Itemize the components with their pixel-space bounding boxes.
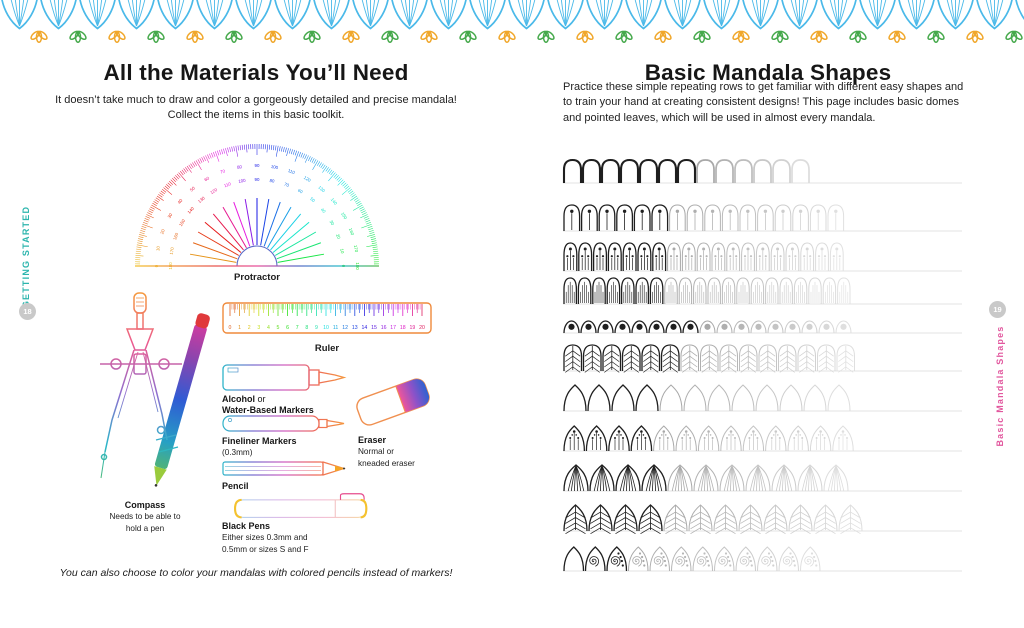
svg-text:170: 170 bbox=[353, 245, 359, 254]
svg-text:30: 30 bbox=[329, 219, 336, 226]
right-page-number: 19 bbox=[989, 301, 1006, 318]
svg-text:160: 160 bbox=[348, 227, 355, 236]
fineliner-marker-illustration bbox=[222, 415, 345, 432]
svg-text:50: 50 bbox=[309, 196, 316, 203]
pencil-label: Pencil bbox=[222, 481, 249, 491]
svg-text:18: 18 bbox=[400, 325, 406, 331]
blackpens-label: Black Pens bbox=[222, 521, 271, 531]
blackpens-note-1: Either sizes 0.3mm and bbox=[222, 533, 308, 543]
svg-text:60: 60 bbox=[203, 175, 210, 182]
svg-text:60: 60 bbox=[297, 188, 304, 195]
eraser-note-1: Normal or bbox=[358, 447, 394, 457]
svg-text:160: 160 bbox=[172, 232, 179, 241]
svg-text:9: 9 bbox=[315, 325, 318, 331]
svg-text:8: 8 bbox=[305, 325, 308, 331]
shape-practice-rows bbox=[562, 158, 962, 572]
fineliner-label: Fineliner Markers bbox=[222, 436, 297, 446]
svg-text:6: 6 bbox=[286, 325, 289, 331]
svg-text:120: 120 bbox=[209, 187, 218, 195]
svg-text:50: 50 bbox=[189, 185, 196, 192]
svg-text:10: 10 bbox=[323, 325, 329, 331]
svg-text:3: 3 bbox=[257, 325, 260, 331]
svg-text:11: 11 bbox=[333, 325, 338, 331]
eraser-illustration bbox=[356, 378, 430, 426]
svg-text:13: 13 bbox=[352, 325, 358, 331]
svg-text:100: 100 bbox=[270, 164, 279, 170]
blackpens-note-2: 0.5mm or sizes S and F bbox=[222, 544, 309, 554]
svg-text:150: 150 bbox=[340, 211, 348, 220]
svg-text:10: 10 bbox=[339, 248, 345, 254]
compass-label: Compass bbox=[124, 500, 166, 510]
svg-text:40: 40 bbox=[320, 207, 327, 214]
fineliner-note: (0.3mm) bbox=[222, 448, 253, 458]
markers-label-bold: Alcohol bbox=[222, 394, 255, 404]
alcohol-marker-illustration bbox=[222, 364, 347, 391]
svg-text:150: 150 bbox=[178, 218, 186, 227]
svg-text:70: 70 bbox=[283, 182, 290, 189]
svg-text:110: 110 bbox=[223, 181, 232, 188]
svg-text:20: 20 bbox=[335, 233, 342, 240]
svg-text:5: 5 bbox=[277, 325, 280, 331]
svg-text:30: 30 bbox=[167, 212, 174, 219]
svg-text:140: 140 bbox=[186, 206, 195, 215]
compass-note-2: hold a pen bbox=[125, 523, 165, 533]
decorative-top-border bbox=[1, 0, 1024, 43]
svg-text:20: 20 bbox=[159, 228, 166, 235]
ruler-illustration: 0 1 2 3 4 5 6 7 8 9 10 11 12 13 14 15 16 17 18 19 20 bbox=[222, 302, 432, 334]
right-intro: Practice these simple repeating rows to … bbox=[563, 81, 964, 124]
compass-note-1: Needs to be able to bbox=[109, 512, 181, 522]
left-footer-note: You can also choose to color your mandal… bbox=[59, 567, 453, 579]
markers-label-rest: or bbox=[255, 394, 266, 404]
svg-text:130: 130 bbox=[317, 185, 326, 194]
svg-text:12: 12 bbox=[342, 325, 348, 331]
left-page-title: All the Materials You’ll Need bbox=[103, 60, 409, 85]
svg-text:14: 14 bbox=[362, 325, 368, 331]
right-sidebar-tab: Basic Mandala Shapes bbox=[995, 325, 1005, 447]
svg-text:40: 40 bbox=[177, 197, 184, 204]
left-intro-line1: It doesn’t take much to draw and color a… bbox=[55, 94, 457, 106]
ruler-label: Ruler bbox=[314, 343, 340, 354]
svg-text:120: 120 bbox=[303, 175, 312, 183]
svg-text:130: 130 bbox=[197, 195, 206, 204]
svg-text:170: 170 bbox=[169, 246, 175, 255]
protractor-illustration: 1800170101602015030140401305012060110701… bbox=[135, 144, 379, 270]
svg-text:80: 80 bbox=[269, 178, 275, 184]
protractor-label: Protractor bbox=[234, 272, 280, 283]
svg-text:20: 20 bbox=[419, 325, 425, 331]
svg-text:80: 80 bbox=[237, 164, 243, 170]
svg-text:1: 1 bbox=[238, 325, 241, 331]
compass-and-pen-illustration bbox=[100, 292, 210, 487]
eraser-label: Eraser bbox=[358, 435, 387, 445]
svg-text:2: 2 bbox=[248, 325, 251, 331]
svg-text:17: 17 bbox=[390, 325, 396, 331]
left-sidebar-tab: GETTING STARTED bbox=[21, 205, 31, 309]
markers-label-line2: Water-Based Markers bbox=[222, 405, 314, 416]
black-pen-illustration bbox=[234, 493, 368, 519]
svg-text:16: 16 bbox=[381, 325, 387, 331]
left-page-number: 18 bbox=[19, 303, 36, 320]
svg-text:19: 19 bbox=[410, 325, 416, 331]
svg-text:100: 100 bbox=[238, 178, 247, 184]
svg-text:70: 70 bbox=[219, 168, 226, 175]
svg-text:140: 140 bbox=[330, 197, 339, 206]
right-page-title: Basic Mandala Shapes bbox=[644, 60, 892, 85]
eraser-note-2: kneaded eraser bbox=[358, 458, 415, 468]
pencil-illustration bbox=[222, 461, 347, 476]
svg-text:110: 110 bbox=[287, 168, 296, 175]
left-intro-line2: Collect the items in this basic toolkit. bbox=[167, 109, 345, 122]
svg-text:15: 15 bbox=[371, 325, 377, 331]
svg-text:4: 4 bbox=[267, 325, 270, 331]
svg-text:10: 10 bbox=[155, 245, 161, 251]
svg-text:90: 90 bbox=[255, 163, 260, 168]
svg-text:0: 0 bbox=[229, 325, 232, 331]
svg-text:90: 90 bbox=[255, 177, 260, 182]
svg-text:7: 7 bbox=[296, 325, 299, 331]
